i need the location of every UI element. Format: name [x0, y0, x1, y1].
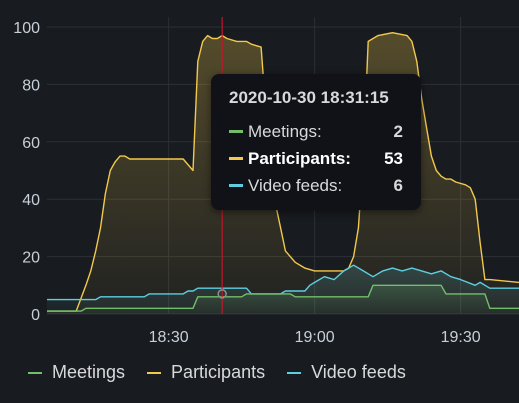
meetings-swatch [229, 130, 243, 133]
y-tick-label: 40 [22, 192, 40, 209]
y-axis: 0 20 40 60 80 100 [13, 20, 40, 324]
y-tick-label: 20 [22, 250, 40, 267]
hover-point [217, 289, 227, 299]
tooltip-label-video-feeds: Video feeds: [248, 175, 343, 195]
legend: Meetings Participants Video feeds [28, 362, 406, 383]
video-feeds-swatch [229, 184, 243, 187]
hover-tooltip: 2020-10-30 18:31:15 Meetings: 2 Particip… [211, 74, 421, 210]
legend-swatch-participants [147, 371, 162, 374]
tooltip-label-participants: Participants: [248, 148, 351, 168]
participants-swatch [229, 157, 243, 160]
y-tick-label: 0 [31, 307, 40, 324]
legend-item-meetings[interactable]: Meetings [28, 362, 125, 383]
legend-label-participants: Participants [171, 362, 266, 382]
line-participants [47, 32, 519, 312]
tooltip-row-participants: Participants: 53 [229, 145, 403, 172]
tooltip-row-video-feeds: Video feeds: 6 [229, 172, 403, 199]
y-tick-label: 60 [22, 135, 40, 152]
tooltip-label-meetings: Meetings: [248, 121, 322, 141]
y-tick-label: 80 [22, 77, 40, 94]
legend-swatch-meetings [28, 371, 42, 374]
x-tick-label: 18:30 [149, 329, 189, 346]
tooltip-value-participants: 53 [384, 148, 403, 168]
tooltip-value-video-feeds: 6 [393, 175, 403, 195]
tooltip-row-meetings: Meetings: 2 [229, 118, 403, 145]
area-meetings [47, 285, 519, 314]
legend-label-video-feeds: Video feeds [311, 362, 406, 382]
line-video-feeds [47, 264, 519, 301]
x-tick-label: 19:00 [295, 329, 335, 346]
legend-item-video-feeds[interactable]: Video feeds [287, 362, 406, 383]
series-lines [47, 32, 519, 312]
legend-item-participants[interactable]: Participants [147, 362, 265, 383]
line-meetings [47, 284, 519, 312]
tooltip-value-meetings: 2 [393, 121, 403, 141]
tooltip-timestamp: 2020-10-30 18:31:15 [229, 88, 389, 107]
y-tick-label: 100 [13, 20, 40, 37]
x-axis: 18:30 19:00 19:30 [149, 329, 481, 346]
legend-label-meetings: Meetings [52, 362, 126, 382]
x-tick-label: 19:30 [441, 329, 481, 346]
legend-swatch-video-feeds [287, 371, 302, 374]
